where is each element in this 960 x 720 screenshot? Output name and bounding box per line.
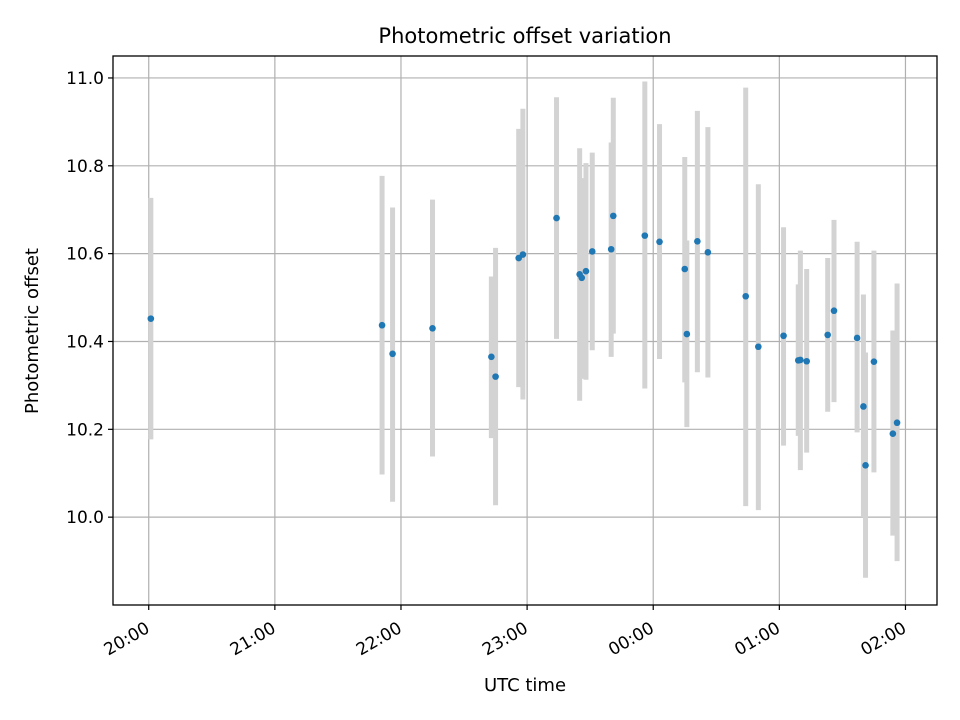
data-point xyxy=(147,315,155,322)
data-point xyxy=(704,249,712,256)
y-tick-label: 10.4 xyxy=(66,332,104,352)
data-point xyxy=(582,267,590,275)
data-point xyxy=(553,214,560,222)
y-tick-label: 10.0 xyxy=(66,508,104,528)
y-tick-label: 10.8 xyxy=(66,157,104,177)
data-point xyxy=(853,334,861,342)
data-point xyxy=(609,212,617,220)
data-point xyxy=(429,325,436,332)
data-point xyxy=(893,419,901,427)
data-point xyxy=(889,430,897,438)
data-point xyxy=(378,321,386,329)
y-tick-label: 10.6 xyxy=(66,245,104,265)
data-point xyxy=(683,330,691,338)
data-point xyxy=(694,238,701,245)
y-tick-label: 10.2 xyxy=(66,420,104,440)
data-point xyxy=(860,403,867,410)
data-point xyxy=(607,245,615,253)
data-point xyxy=(588,248,596,255)
data-point xyxy=(519,251,527,258)
data-point xyxy=(824,331,831,339)
y-axis-label: Photometric offset xyxy=(22,248,43,414)
data-point xyxy=(488,353,495,361)
data-point xyxy=(870,358,878,365)
plot-frame xyxy=(112,55,938,606)
chart-title: Photometric offset variation xyxy=(378,24,671,48)
data-point xyxy=(830,307,838,315)
data-point xyxy=(578,274,586,282)
data-points xyxy=(147,212,901,469)
data-point xyxy=(641,232,649,239)
data-point xyxy=(797,356,804,364)
data-point xyxy=(780,332,787,340)
y-axis: 10.0 10.2 10.4 10.6 10.8 11.0 xyxy=(66,69,113,528)
data-point xyxy=(681,265,689,273)
x-axis-label: UTC time xyxy=(484,675,566,696)
data-point xyxy=(755,343,762,351)
data-point xyxy=(656,238,663,246)
data-point xyxy=(803,357,810,365)
y-tick-label: 11.0 xyxy=(66,69,104,89)
data-point xyxy=(492,373,499,380)
data-point xyxy=(862,462,869,469)
data-point xyxy=(389,350,396,358)
data-point xyxy=(742,292,750,300)
